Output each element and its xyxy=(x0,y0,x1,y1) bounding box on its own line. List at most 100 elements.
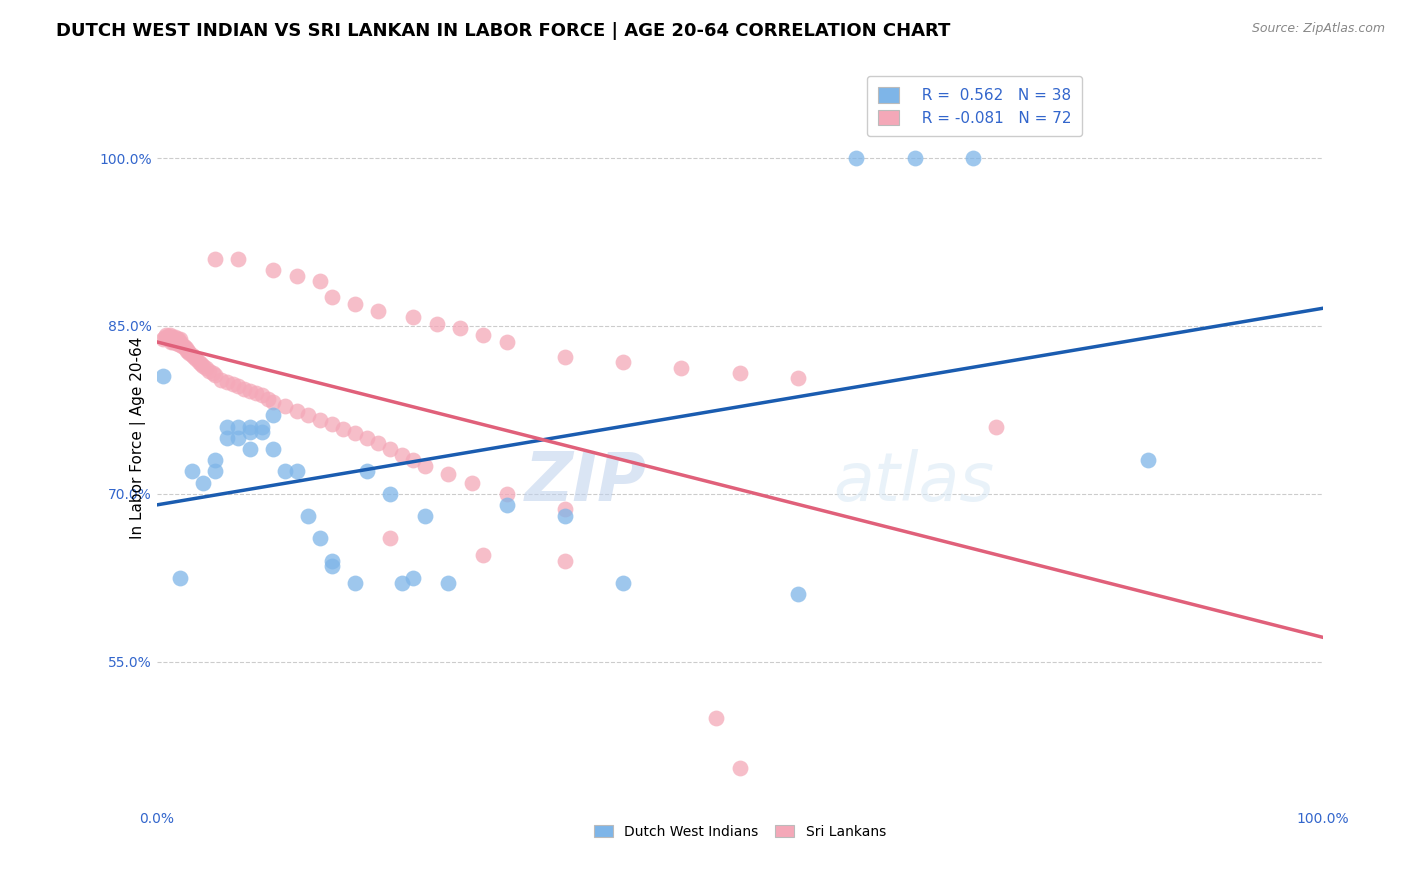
Point xyxy=(160,334,183,349)
Point xyxy=(169,332,191,346)
Point xyxy=(787,371,810,385)
Point xyxy=(179,345,201,359)
Point xyxy=(169,334,191,349)
Point xyxy=(495,334,517,349)
Point xyxy=(343,576,366,591)
Point xyxy=(157,330,180,344)
Point xyxy=(378,487,401,501)
Point xyxy=(367,304,389,318)
Point xyxy=(274,400,297,414)
Point xyxy=(163,332,186,346)
Point xyxy=(437,576,460,591)
Text: DUTCH WEST INDIAN VS SRI LANKAN IN LABOR FORCE | AGE 20-64 CORRELATION CHART: DUTCH WEST INDIAN VS SRI LANKAN IN LABOR… xyxy=(56,22,950,40)
Point xyxy=(262,395,284,409)
Point xyxy=(612,576,634,591)
Point xyxy=(903,151,925,165)
Point xyxy=(402,571,425,585)
Point xyxy=(198,364,221,378)
Point xyxy=(378,442,401,456)
Point xyxy=(413,509,436,524)
Point xyxy=(239,425,262,440)
Point xyxy=(239,442,262,456)
Point xyxy=(176,343,198,358)
Point xyxy=(554,502,576,516)
Point xyxy=(378,532,401,546)
Point xyxy=(204,464,226,478)
Point xyxy=(449,321,471,335)
Point xyxy=(256,392,278,406)
Point xyxy=(166,334,188,349)
Point xyxy=(495,498,517,512)
Point xyxy=(426,317,449,331)
Point xyxy=(262,263,284,277)
Point xyxy=(321,290,343,304)
Point xyxy=(262,442,284,456)
Point xyxy=(160,330,183,344)
Point xyxy=(174,341,197,355)
Point xyxy=(228,419,250,434)
Point xyxy=(239,419,262,434)
Point xyxy=(297,409,319,423)
Point xyxy=(391,576,413,591)
Point xyxy=(343,426,366,441)
Point xyxy=(183,350,205,364)
Point xyxy=(173,339,195,353)
Point xyxy=(228,379,250,393)
Point xyxy=(201,366,224,380)
Point xyxy=(321,554,343,568)
Point xyxy=(285,464,308,478)
Point xyxy=(402,453,425,467)
Point xyxy=(153,330,176,344)
Point xyxy=(180,348,202,362)
Point xyxy=(167,334,190,349)
Point xyxy=(170,336,193,351)
Point xyxy=(239,384,262,398)
Point xyxy=(228,431,250,445)
Point xyxy=(215,375,238,389)
Point xyxy=(554,350,576,364)
Point xyxy=(612,354,634,368)
Point xyxy=(245,386,267,401)
Point xyxy=(356,431,378,445)
Point xyxy=(728,761,751,775)
Point xyxy=(167,336,190,351)
Point xyxy=(162,332,184,346)
Point xyxy=(160,330,183,344)
Point xyxy=(250,388,273,402)
Point xyxy=(309,413,332,427)
Point xyxy=(165,330,187,344)
Point xyxy=(1136,453,1159,467)
Point xyxy=(204,453,226,467)
Point xyxy=(402,310,425,324)
Text: atlas: atlas xyxy=(832,449,994,515)
Point xyxy=(155,327,177,342)
Point xyxy=(186,352,208,367)
Legend: Dutch West Indians, Sri Lankans: Dutch West Indians, Sri Lankans xyxy=(588,820,891,845)
Point xyxy=(274,464,297,478)
Point xyxy=(162,334,184,349)
Point xyxy=(845,151,868,165)
Point xyxy=(343,296,366,310)
Point xyxy=(391,448,413,462)
Point xyxy=(309,532,332,546)
Point xyxy=(169,571,191,585)
Point xyxy=(152,332,174,346)
Point xyxy=(962,151,984,165)
Point xyxy=(165,334,187,349)
Point xyxy=(250,419,273,434)
Point xyxy=(728,366,751,380)
Point xyxy=(204,368,226,383)
Point xyxy=(367,436,389,450)
Point xyxy=(159,327,181,342)
Point xyxy=(309,274,332,288)
Point xyxy=(166,332,188,346)
Point xyxy=(194,361,217,376)
Point xyxy=(285,268,308,283)
Point xyxy=(250,425,273,440)
Point xyxy=(228,252,250,266)
Point xyxy=(160,332,183,346)
Point xyxy=(332,422,354,436)
Point xyxy=(215,431,238,445)
Point xyxy=(180,464,202,478)
Point xyxy=(193,359,215,374)
